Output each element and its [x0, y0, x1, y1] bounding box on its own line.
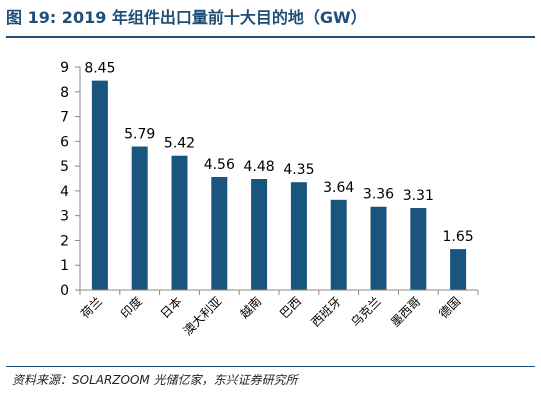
x-tick-label: 越南 [237, 294, 265, 322]
bar [450, 249, 467, 290]
x-tick-label: 德国 [436, 294, 464, 322]
source-divider [6, 366, 535, 367]
data-label: 8.45 [84, 61, 115, 77]
data-label: 3.31 [403, 188, 434, 204]
bar [211, 177, 228, 290]
x-tick-label: 乌克兰 [348, 294, 384, 330]
x-tick-label: 日本 [158, 294, 185, 321]
y-tick-label: 6 [60, 134, 69, 150]
data-label: 1.65 [443, 229, 474, 245]
figure-title: 图 19: 2019 年组件出口量前十大目的地（GW） [6, 8, 367, 27]
data-label: 4.56 [204, 157, 235, 173]
bar [251, 178, 268, 290]
bar [330, 199, 347, 290]
y-axis: 0 1 2 3 4 5 6 7 8 9 [60, 60, 81, 299]
data-label: 3.36 [363, 187, 394, 203]
y-tick-label: 4 [60, 184, 69, 200]
y-tick-label: 3 [60, 209, 69, 225]
y-tick-label: 7 [60, 110, 69, 126]
bar [370, 206, 387, 290]
y-tick-label: 9 [60, 60, 69, 76]
bar [171, 155, 188, 290]
data-label: 4.35 [283, 162, 314, 178]
x-tick-label: 西班牙 [308, 294, 343, 329]
bar-chart: 0 1 2 3 4 5 6 7 8 9 8.45 5.79 5.42 4.56 4.48 4.35 3.64 3… [60, 60, 479, 338]
source-note: 资料来源：SOLARZOOM 光储亿家，东兴证券研究所 [12, 373, 298, 387]
bar [131, 146, 148, 290]
x-tick-label: 印度 [117, 294, 145, 322]
data-label: 3.64 [323, 180, 354, 196]
bar [91, 80, 108, 290]
y-tick-label: 8 [60, 85, 69, 101]
y-tick-label: 0 [60, 283, 69, 299]
data-label: 5.42 [164, 136, 195, 152]
x-tick-label: 荷兰 [78, 294, 105, 321]
bar [410, 207, 427, 290]
data-labels: 8.45 5.79 5.42 4.56 4.48 4.35 3.64 3.36 3.31 1.65 [84, 61, 473, 245]
x-tick-label: 澳大利亚 [181, 294, 225, 338]
data-label: 5.79 [124, 127, 155, 143]
bars [91, 80, 467, 290]
title-underline [6, 36, 535, 38]
y-tick-label: 2 [60, 233, 69, 249]
x-tick-label: 墨西哥 [388, 294, 423, 329]
y-tick-label: 1 [60, 258, 69, 274]
y-tick-label: 5 [60, 159, 69, 175]
x-tick-label: 巴西 [277, 294, 304, 321]
bar [290, 182, 307, 290]
data-label: 4.48 [244, 159, 275, 175]
